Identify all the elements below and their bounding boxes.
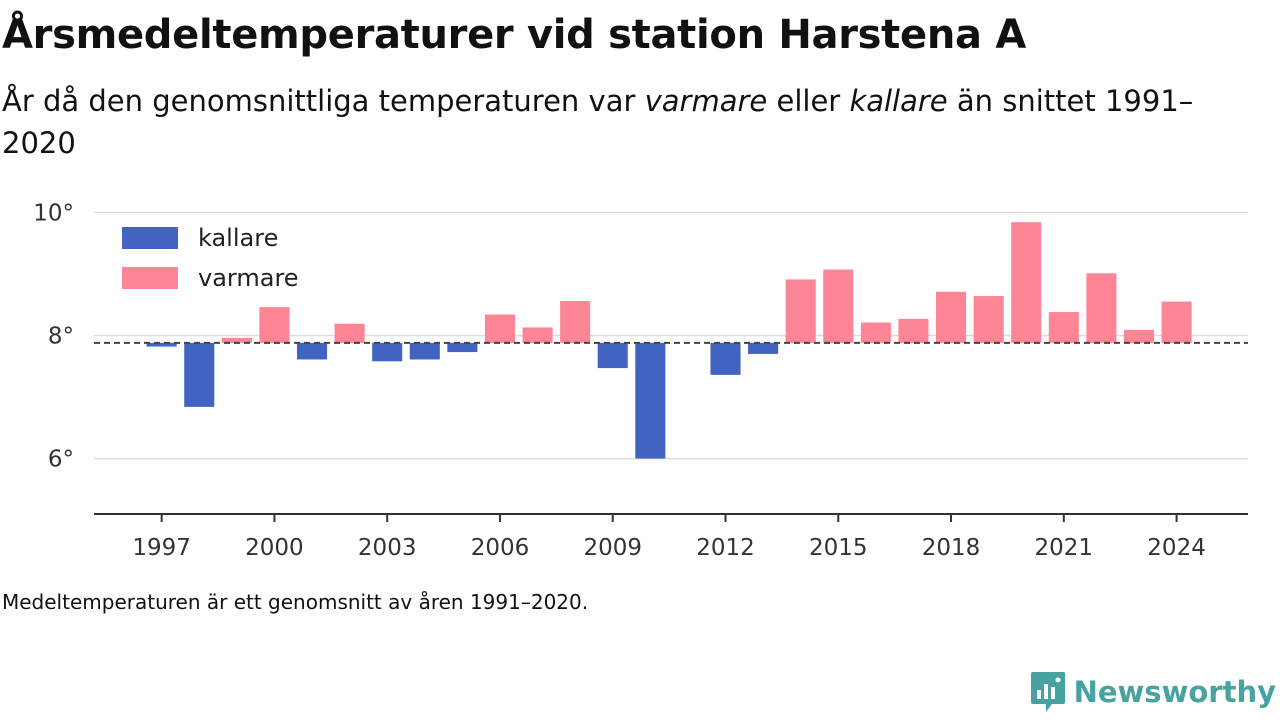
- x-tick-label: 2000: [245, 535, 304, 561]
- bar-2008: [560, 300, 591, 343]
- x-tick-label: 2024: [1147, 535, 1206, 561]
- bar-2021: [1048, 312, 1079, 343]
- x-tick-label: 2009: [583, 535, 642, 561]
- x-tick-label: 2006: [471, 535, 530, 561]
- bar-2010: [635, 342, 666, 459]
- bar-2000: [259, 307, 290, 343]
- chart-subtitle: År då den genomsnittliga temperaturen va…: [2, 80, 1202, 164]
- x-ticks: 1997 2000 2003 2006 2009 2012 2015 2018 2021 2024: [132, 514, 1206, 561]
- bar-1998: [184, 342, 215, 407]
- x-tick-label: 1997: [132, 535, 191, 561]
- bar-2019: [973, 296, 1004, 343]
- y-tick-label: 8°: [48, 323, 74, 349]
- newsworthy-logo: Newsworthy: [1030, 670, 1276, 714]
- y-tick-labels: 6° 8° 10°: [33, 200, 74, 472]
- bar-series: [146, 222, 1192, 459]
- bar-2022: [1086, 273, 1117, 343]
- y-tick-label: 10°: [33, 200, 74, 226]
- x-tick-label: 2018: [922, 535, 981, 561]
- bar-2009: [597, 342, 628, 369]
- bar-2020: [1011, 222, 1042, 343]
- subtitle-text-post: än snittet 1991–2020: [2, 84, 1194, 160]
- bar-1997: [146, 342, 177, 347]
- bar-2015: [823, 269, 854, 343]
- bar-2003: [372, 342, 403, 362]
- newsworthy-logo-text: Newsworthy: [1073, 675, 1276, 709]
- subtitle-text-pre: År då den genomsnittliga temperaturen va…: [2, 84, 645, 118]
- x-tick-label: 2012: [696, 535, 755, 561]
- x-tick-label: 2015: [809, 535, 868, 561]
- legend-swatch-kallare: [122, 227, 178, 249]
- bar-1999: [221, 337, 252, 343]
- legend-label-varmare: varmare: [198, 264, 299, 292]
- bar-2006: [484, 314, 516, 343]
- chart-title: Årsmedeltemperaturer vid station Harsten…: [2, 12, 1026, 58]
- bar-2012: [710, 342, 741, 375]
- bar-2005: [447, 342, 478, 353]
- y-tick-label: 6°: [48, 447, 74, 473]
- subtitle-emphasis-kallare: kallare: [849, 84, 948, 118]
- bar-chart: 6° 8° 10° 1997 2000 2003 2006 2009 2012 2015 2018…: [33, 200, 1248, 561]
- bar-2002: [334, 323, 365, 343]
- bar-2013: [748, 342, 779, 354]
- bar-2018: [936, 291, 967, 343]
- x-tick-label: 2003: [358, 535, 417, 561]
- chart-footnote: Medeltemperaturen är ett genomsnitt av å…: [2, 590, 589, 614]
- newsworthy-logo-icon: [1030, 672, 1065, 712]
- legend-swatch-varmare: [122, 267, 178, 289]
- bar-2007: [522, 327, 553, 343]
- x-tick-label: 2021: [1035, 535, 1094, 561]
- bar-2017: [898, 318, 929, 343]
- bar-2004: [409, 342, 440, 360]
- subtitle-emphasis-varmare: varmare: [644, 84, 768, 118]
- bar-2001: [296, 342, 328, 360]
- bar-2023: [1123, 329, 1155, 343]
- chart-legend: kallare varmare: [112, 220, 316, 302]
- subtitle-text-mid: eller: [767, 84, 850, 118]
- legend-label-kallare: kallare: [198, 224, 278, 252]
- bar-2024: [1161, 301, 1192, 343]
- bar-2014: [785, 279, 816, 343]
- bar-2016: [860, 322, 891, 343]
